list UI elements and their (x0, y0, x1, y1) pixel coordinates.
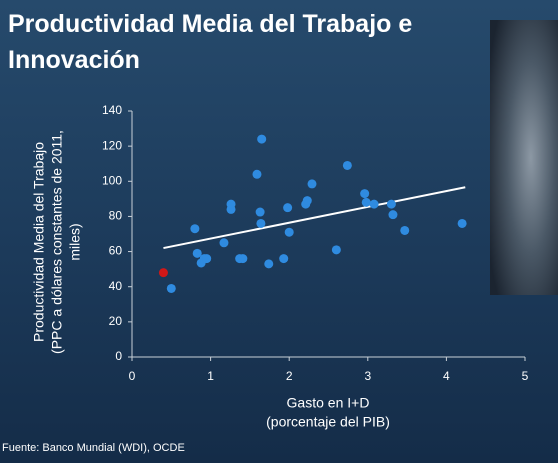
point (283, 203, 292, 212)
x-tick-label: 3 (364, 369, 371, 383)
y-tick-label: 0 (115, 349, 122, 363)
slide: 0 20 40 60 80 100 120 140 0 1 2 3 4 5 Gasto en I+D (por… (0, 0, 558, 463)
point (190, 224, 199, 233)
point (257, 135, 266, 144)
point (227, 200, 236, 209)
point (307, 179, 316, 188)
point (202, 254, 211, 263)
x-tick-label: 1 (207, 369, 214, 383)
y-tick-label: 120 (102, 138, 122, 152)
point (167, 284, 176, 293)
x-axis-label: Gasto en I+D (287, 395, 370, 411)
point (387, 200, 396, 209)
point (400, 226, 409, 235)
y-tick-label: 60 (109, 244, 123, 258)
point (303, 196, 312, 205)
y-tick-label: 80 (109, 209, 123, 223)
point (285, 228, 294, 237)
point (332, 245, 341, 254)
source: Fuente: Banco Mundial (WDI), OCDE (2, 442, 185, 454)
point (264, 259, 273, 268)
point (362, 198, 371, 207)
y-axis-label: Productividad Media del Trabajo (31, 142, 47, 342)
x-tick-label: 5 (522, 369, 529, 383)
point (388, 210, 397, 219)
point (458, 219, 467, 228)
x-axis-label: (porcentaje del PIB) (266, 414, 390, 430)
x-tick-label: 4 (443, 369, 450, 383)
y-tick-label: 100 (102, 173, 122, 187)
point (343, 161, 352, 170)
point (252, 170, 261, 179)
point (256, 219, 265, 228)
point (256, 208, 265, 217)
point (279, 254, 288, 263)
x-tick-label: 0 (129, 369, 136, 383)
y-axis-label: miles) (67, 223, 83, 260)
photo (490, 20, 558, 295)
y-tick-label: 140 (102, 103, 122, 117)
y-axis-label: (PPC a dólares constantes de 2011, (49, 130, 65, 354)
point (370, 200, 379, 209)
trendline (163, 187, 465, 248)
slide-title: Productividad Media del Trabajo e Innova… (8, 6, 488, 78)
point (159, 268, 168, 277)
point (238, 254, 247, 263)
y-tick-label: 20 (109, 314, 123, 328)
point (360, 189, 369, 198)
x-tick-label: 2 (286, 369, 293, 383)
y-tick-label: 40 (109, 279, 123, 293)
point (219, 238, 228, 247)
